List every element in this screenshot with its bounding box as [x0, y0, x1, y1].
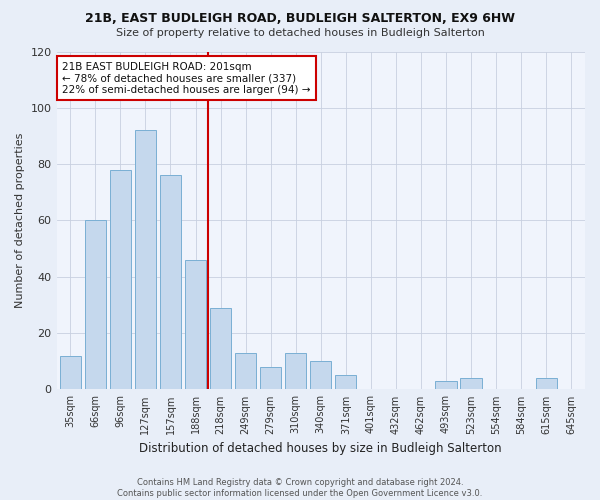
- Bar: [235, 353, 256, 390]
- Bar: [210, 308, 231, 390]
- Bar: [59, 356, 81, 390]
- Bar: [436, 381, 457, 390]
- Text: Size of property relative to detached houses in Budleigh Salterton: Size of property relative to detached ho…: [116, 28, 484, 38]
- Bar: [260, 367, 281, 390]
- Bar: [185, 260, 206, 390]
- Bar: [460, 378, 482, 390]
- Text: 21B, EAST BUDLEIGH ROAD, BUDLEIGH SALTERTON, EX9 6HW: 21B, EAST BUDLEIGH ROAD, BUDLEIGH SALTER…: [85, 12, 515, 26]
- Text: 21B EAST BUDLEIGH ROAD: 201sqm
← 78% of detached houses are smaller (337)
22% of: 21B EAST BUDLEIGH ROAD: 201sqm ← 78% of …: [62, 62, 310, 95]
- Bar: [285, 353, 307, 390]
- Bar: [310, 362, 331, 390]
- Bar: [160, 176, 181, 390]
- Bar: [110, 170, 131, 390]
- Y-axis label: Number of detached properties: Number of detached properties: [15, 133, 25, 308]
- X-axis label: Distribution of detached houses by size in Budleigh Salterton: Distribution of detached houses by size …: [139, 442, 502, 455]
- Bar: [135, 130, 156, 390]
- Text: Contains HM Land Registry data © Crown copyright and database right 2024.
Contai: Contains HM Land Registry data © Crown c…: [118, 478, 482, 498]
- Bar: [85, 220, 106, 390]
- Bar: [335, 376, 356, 390]
- Bar: [536, 378, 557, 390]
